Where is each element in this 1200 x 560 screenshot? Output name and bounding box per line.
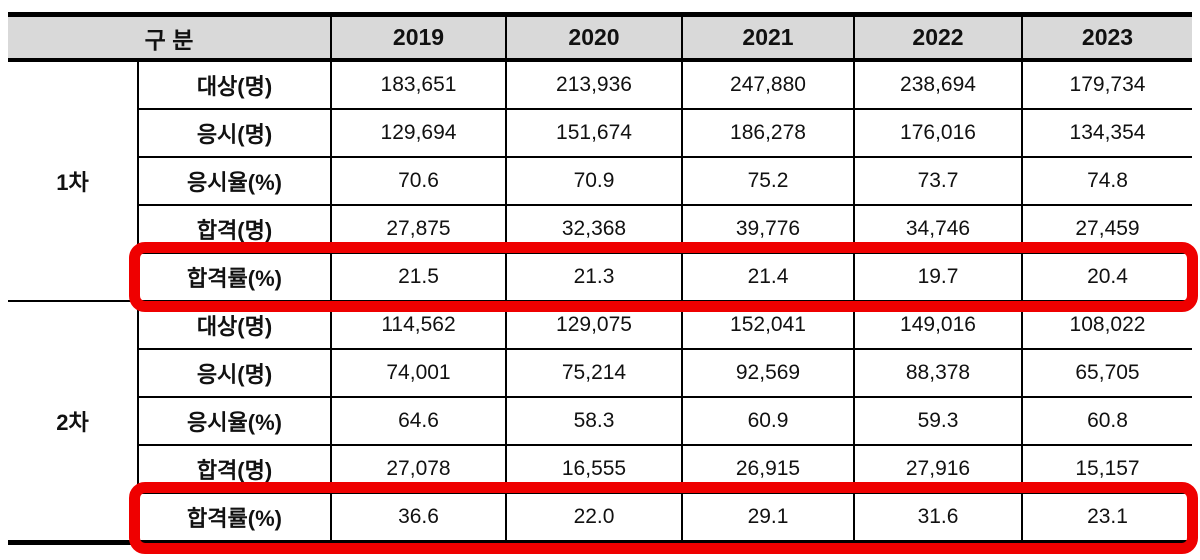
row-label: 합격률(%): [138, 492, 332, 544]
cell-value: 149,016: [853, 300, 1023, 350]
table-wrapper: 구 분 2019 2020 2021 2022 2023 1차 대상(명) 18…: [8, 12, 1198, 554]
cell-value: 27,875: [330, 204, 507, 254]
cell-value: 70.9: [505, 156, 683, 206]
cell-value: 186,278: [681, 108, 855, 158]
cell-value: 108,022: [1021, 300, 1192, 350]
table-row: 합격(명) 27,875 32,368 39,776 34,746 27,459: [8, 204, 1192, 254]
row-label: 대상(명): [137, 59, 332, 110]
cell-value: 22.0: [505, 492, 683, 544]
cell-value: 74.8: [1021, 156, 1192, 206]
cell-value: 60.9: [681, 396, 855, 446]
cell-value: 60.8: [1021, 396, 1192, 446]
header-year-cell: 2022: [853, 13, 1023, 62]
cell-value: 20.4: [1021, 252, 1192, 302]
row-label: 응시(명): [138, 348, 332, 398]
cell-value: 21.3: [505, 252, 683, 302]
header-year-cell: 2023: [1021, 13, 1192, 62]
cell-value: 65,705: [1021, 348, 1192, 398]
cell-value: 58.3: [505, 396, 683, 446]
cell-value: 21.5: [330, 252, 507, 302]
cell-value: 75,214: [505, 348, 683, 398]
row-label: 응시(명): [138, 108, 332, 158]
header-year-cell: 2021: [681, 13, 855, 62]
table-row: 응시(명) 129,694 151,674 186,278 176,016 13…: [8, 108, 1192, 158]
cell-value: 75.2: [681, 156, 855, 206]
cell-value: 32,368: [505, 204, 683, 254]
table-row-highlighted: 합격률(%) 21.5 21.3 21.4 19.7 20.4: [8, 252, 1192, 302]
cell-value: 31.6: [853, 492, 1023, 544]
header-year-cell: 2019: [330, 13, 507, 62]
cell-value: 15,157: [1021, 444, 1192, 494]
cell-value: 64.6: [330, 396, 507, 446]
cell-value: 39,776: [681, 204, 855, 254]
row-label: 응시율(%): [138, 396, 332, 446]
cell-value: 27,916: [853, 444, 1023, 494]
cell-value: 179,734: [1021, 59, 1192, 110]
header-year-cell: 2020: [505, 13, 683, 62]
table-row: 응시율(%) 64.6 58.3 60.9 59.3 60.8: [8, 396, 1192, 446]
table-row: 1차 대상(명) 183,651 213,936 247,880 238,694…: [8, 59, 1192, 302]
row-label: 합격률(%): [138, 252, 332, 302]
cell-value: 59.3: [853, 396, 1023, 446]
cell-value: 16,555: [505, 444, 683, 494]
cell-value: 73.7: [853, 156, 1023, 206]
row-label: 대상(명): [137, 300, 332, 350]
row-label: 합격(명): [138, 444, 332, 494]
table-row: 2차 대상(명) 114,562 129,075 152,041 149,016…: [8, 300, 1192, 544]
cell-value: 29.1: [681, 492, 855, 544]
cell-value: 152,041: [681, 300, 855, 350]
cell-value: 129,694: [330, 108, 507, 158]
table-row-highlighted: 합격률(%) 36.6 22.0 29.1 31.6 23.1: [8, 492, 1192, 544]
table-row: 합격(명) 27,078 16,555 26,915 27,916 15,157: [8, 444, 1192, 494]
cell-value: 92,569: [681, 348, 855, 398]
row-label: 응시율(%): [138, 156, 332, 206]
cell-value: 74,001: [330, 348, 507, 398]
cell-value: 88,378: [853, 348, 1023, 398]
section-label-second-round: 2차: [8, 300, 139, 544]
cell-value: 183,651: [330, 59, 507, 110]
cell-value: 23.1: [1021, 492, 1192, 544]
cell-value: 34,746: [853, 204, 1023, 254]
cell-value: 70.6: [330, 156, 507, 206]
cell-value: 176,016: [853, 108, 1023, 158]
cell-value: 134,354: [1021, 108, 1192, 158]
stats-table: 구 분 2019 2020 2021 2022 2023 1차 대상(명) 18…: [8, 12, 1192, 545]
row-label: 합격(명): [138, 204, 332, 254]
cell-value: 151,674: [505, 108, 683, 158]
cell-value: 213,936: [505, 59, 683, 110]
cell-value: 238,694: [853, 59, 1023, 110]
cell-value: 21.4: [681, 252, 855, 302]
table-row: 응시율(%) 70.6 70.9 75.2 73.7 74.8: [8, 156, 1192, 206]
cell-value: 27,078: [330, 444, 507, 494]
cell-value: 27,459: [1021, 204, 1192, 254]
cell-value: 129,075: [505, 300, 683, 350]
header-group-cell: 구 분: [8, 13, 332, 62]
table-header-row: 구 분 2019 2020 2021 2022 2023: [8, 13, 1192, 62]
cell-value: 247,880: [681, 59, 855, 110]
cell-value: 19.7: [853, 252, 1023, 302]
table-row: 응시(명) 74,001 75,214 92,569 88,378 65,705: [8, 348, 1192, 398]
cell-value: 36.6: [330, 492, 507, 544]
section-label-first-round: 1차: [8, 59, 139, 302]
cell-value: 26,915: [681, 444, 855, 494]
cell-value: 114,562: [330, 300, 507, 350]
